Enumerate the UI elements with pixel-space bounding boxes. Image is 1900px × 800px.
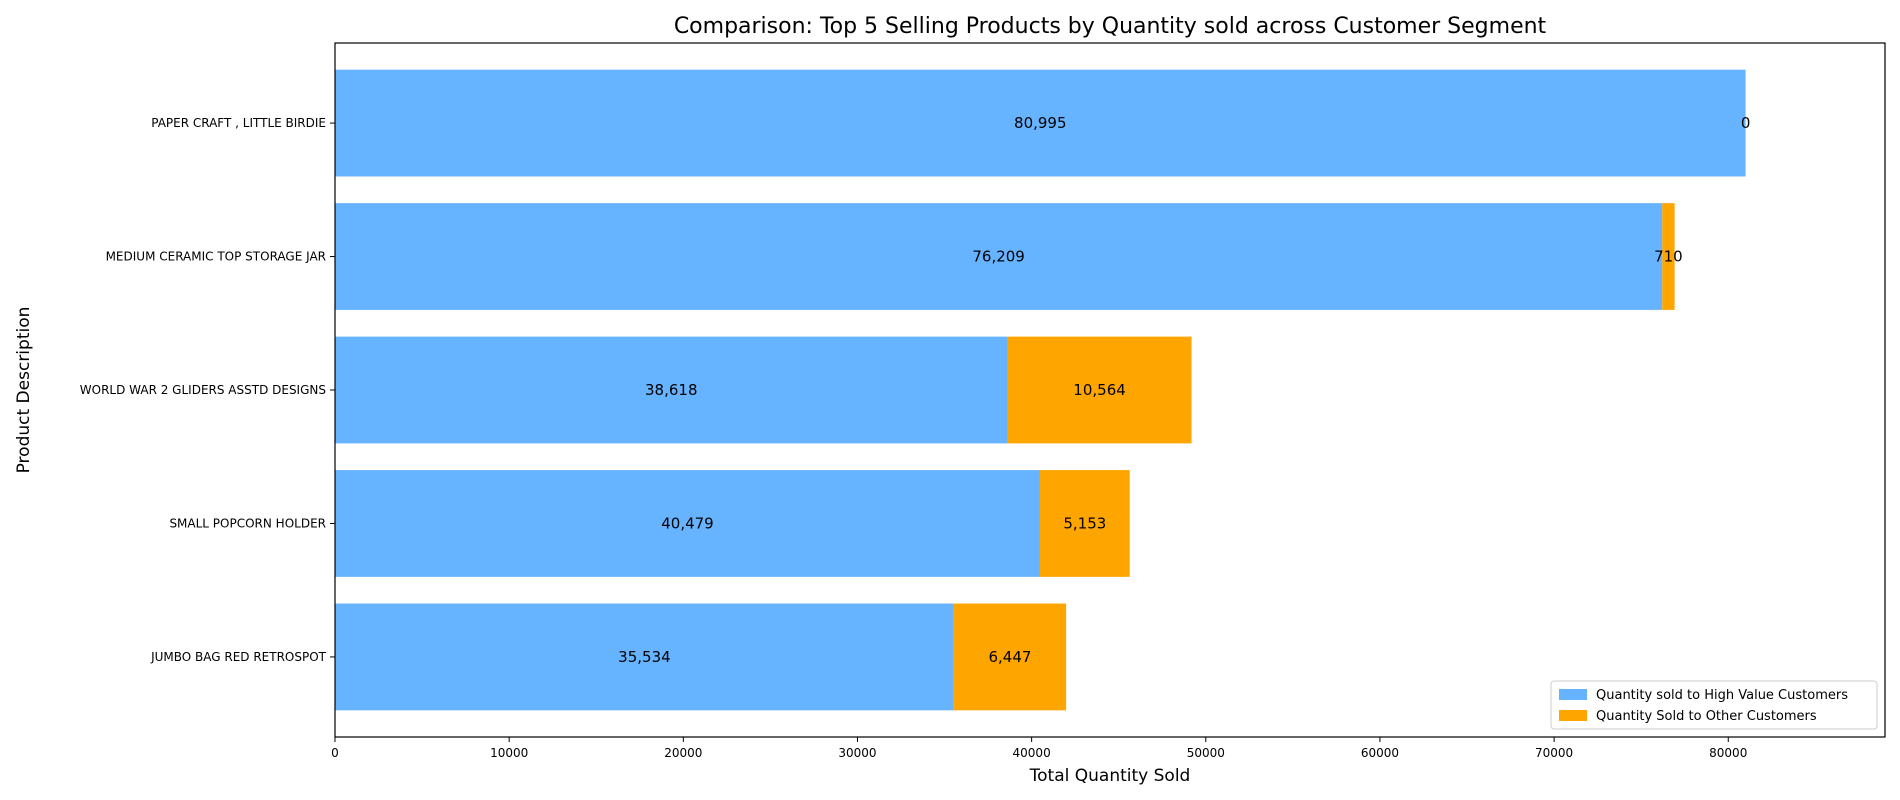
data-label-other-4: 6,447	[989, 648, 1032, 666]
x-tick-label: 50000	[1187, 746, 1225, 760]
y-axis-label: Product Description	[14, 307, 34, 474]
x-tick-label: 60000	[1361, 746, 1399, 760]
data-label-other-2: 10,564	[1073, 381, 1126, 399]
bar-high-value-0	[335, 69, 1746, 177]
chart-title: Comparison: Top 5 Selling Products by Qu…	[674, 14, 1547, 39]
bar-other-4	[953, 603, 1067, 711]
x-tick-label: 20000	[664, 746, 702, 760]
x-tick-label: 80000	[1709, 746, 1747, 760]
plot-area: 80,995 0 76,209 710 38,618 10,564 40,479 5,153 3…	[335, 69, 1751, 711]
bar-high-value-4	[335, 603, 954, 711]
y-tick-label: JUMBO BAG RED RETROSPOT	[150, 650, 327, 664]
bar-other-1	[1662, 203, 1675, 310]
x-axis-label: Total Quantity Sold	[1029, 766, 1191, 786]
data-label-other-1: 710	[1654, 248, 1683, 266]
x-axis: 0 10000 20000 30000 40000 50000 60000 70000 8000…	[331, 737, 1747, 760]
legend-swatch-high-value	[1559, 689, 1587, 700]
x-tick-label: 10000	[490, 746, 528, 760]
legend: Quantity sold to High Value Customers Qua…	[1550, 680, 1878, 730]
data-label-high-value-3: 40,479	[661, 514, 714, 532]
bar-other-3	[1039, 470, 1130, 577]
x-tick-label: 40000	[1013, 746, 1051, 760]
data-label-other-3: 5,153	[1063, 514, 1106, 532]
x-tick-label: 70000	[1535, 746, 1573, 760]
x-tick-label: 30000	[838, 746, 876, 760]
legend-swatch-other	[1559, 710, 1587, 721]
y-tick-label: PAPER CRAFT , LITTLE BIRDIE	[151, 116, 326, 130]
y-tick-label: MEDIUM CERAMIC TOP STORAGE JAR	[106, 250, 326, 264]
legend-label-high-value: Quantity sold to High Value Customers	[1596, 688, 1848, 703]
bar-high-value-1	[335, 203, 1663, 310]
data-label-high-value-1: 76,209	[972, 248, 1025, 266]
data-label-high-value-4: 35,534	[618, 648, 671, 666]
y-tick-label: SMALL POPCORN HOLDER	[169, 516, 326, 530]
y-axis: PAPER CRAFT , LITTLE BIRDIE MEDIUM CERAMI…	[80, 116, 335, 664]
y-tick-label: WORLD WAR 2 GLIDERS ASSTD DESIGNS	[80, 383, 326, 397]
bar-high-value-2	[335, 336, 1008, 444]
bar-other-2	[1007, 336, 1192, 444]
data-label-high-value-2: 38,618	[645, 381, 698, 399]
legend-box	[1550, 680, 1878, 730]
data-label-high-value-0: 80,995	[1014, 114, 1067, 132]
x-tick-label: 0	[331, 746, 339, 760]
legend-label-other: Quantity Sold to Other Customers	[1596, 709, 1817, 724]
data-label-other-0: 0	[1741, 114, 1751, 132]
bar-high-value-3	[335, 470, 1040, 577]
